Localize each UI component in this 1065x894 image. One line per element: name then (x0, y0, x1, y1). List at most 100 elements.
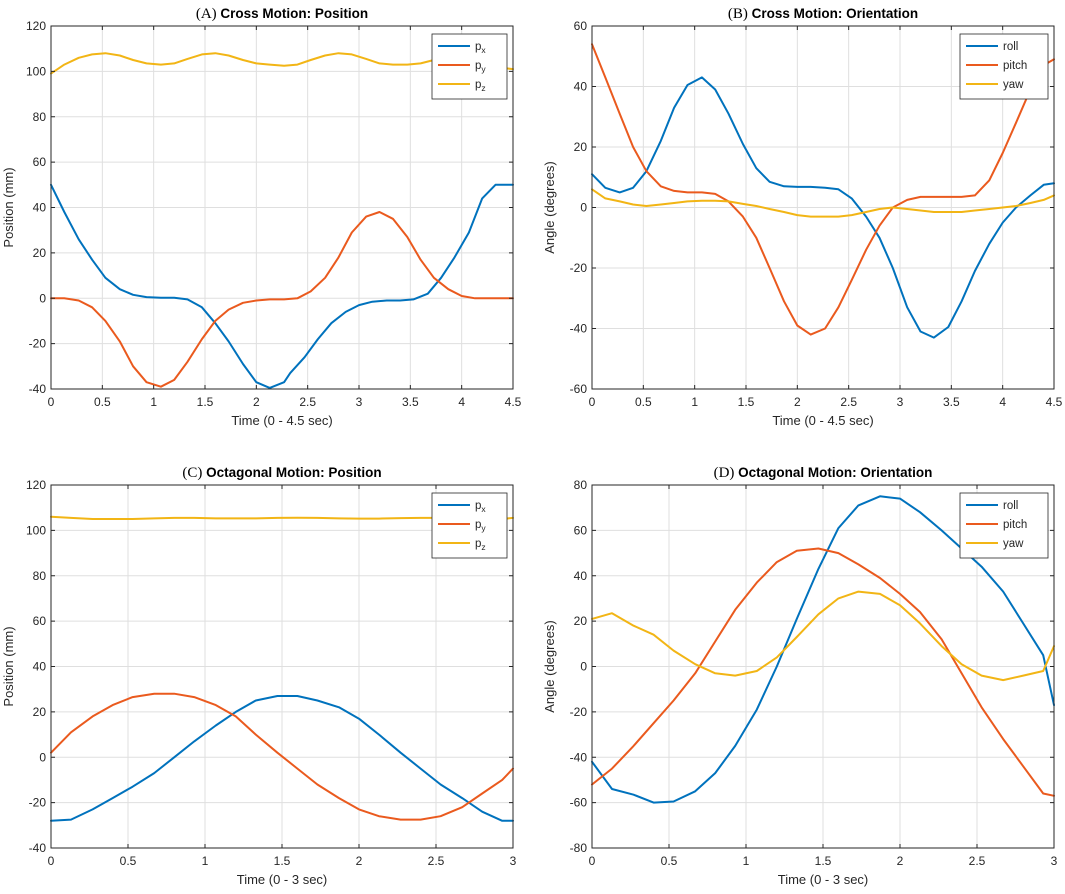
y-axis-label: Position (mm) (1, 626, 16, 706)
y-tick-label: -40 (570, 750, 588, 764)
y-axis-label: Angle (degrees) (542, 620, 557, 713)
x-tick-label: 3 (1051, 854, 1058, 868)
x-tick-label: 2 (897, 854, 904, 868)
chart-title-text: Octagonal Motion: Position (206, 465, 382, 480)
chart-title-prefix: (C) (182, 465, 206, 481)
legend-label: pz (475, 79, 486, 93)
x-tick-label: 2 (794, 395, 801, 409)
y-tick-label: 40 (33, 660, 47, 674)
y-tick-label: 20 (574, 614, 588, 628)
y-tick-label: 100 (26, 523, 46, 537)
x-tick-label: 4 (999, 395, 1006, 409)
series-line-yaw (591, 188, 1055, 218)
y-axis-label: Angle (degrees) (542, 161, 557, 254)
y-tick-label: -40 (29, 841, 47, 855)
x-tick-label: 1.5 (197, 395, 214, 409)
legend-label: px (475, 500, 486, 514)
y-tick-label: -60 (570, 382, 588, 396)
x-tick-label: 0 (48, 395, 55, 409)
legend-label: yaw (1003, 538, 1024, 550)
chart-title-prefix: (A) (196, 6, 221, 22)
chart-title-text: Cross Motion: Orientation (752, 6, 919, 21)
y-tick-label: 20 (33, 246, 47, 260)
y-tick-label: 40 (33, 201, 47, 215)
x-tick-label: 0 (589, 854, 596, 868)
chart-title: (B) Cross Motion: Orientation (728, 6, 918, 22)
legend-box (959, 492, 1049, 559)
legend-box (431, 33, 508, 100)
x-tick-label: 1 (150, 395, 157, 409)
y-tick-label: 20 (33, 705, 47, 719)
y-tick-label: -20 (29, 337, 47, 351)
y-tick-label: 20 (574, 140, 588, 154)
legend-label: roll (1003, 41, 1018, 53)
chart-title: (A) Cross Motion: Position (196, 6, 368, 22)
x-tick-label: 1 (743, 854, 750, 868)
legend: px py pz (431, 33, 508, 100)
y-tick-label: 60 (33, 155, 47, 169)
y-tick-label: 0 (580, 201, 587, 215)
legend-label: pz (475, 538, 486, 552)
legend-label: px (475, 41, 486, 55)
x-tick-label: 3 (356, 395, 363, 409)
y-tick-label: 120 (26, 19, 46, 33)
legend: roll pitch yaw (959, 33, 1049, 100)
chart-title-text: Cross Motion: Position (220, 6, 368, 21)
x-tick-label: 0.5 (635, 395, 652, 409)
series-line-p-x (50, 183, 514, 389)
x-tick-label: 0 (48, 854, 55, 868)
y-tick-label: -60 (570, 796, 588, 810)
series-line-p-y (50, 211, 514, 388)
x-tick-label: 4.5 (505, 395, 522, 409)
y-tick-label: 100 (26, 64, 46, 78)
x-tick-label: 2.5 (969, 854, 986, 868)
chart-panel-1: 0 0.5 1 1.5 2 2.5 3 3.5 4 4.5 -60 -40 -20 0 20 40 60 Time… (542, 6, 1063, 428)
chart-panel-0: 0 0.5 1 1.5 2 2.5 3 3.5 4 4.5 -40 -20 0 20 40 60 80 100 12… (1, 6, 522, 428)
y-tick-label: -40 (29, 382, 47, 396)
legend-label: roll (1003, 500, 1018, 512)
x-tick-label: 2 (253, 395, 260, 409)
legend-label: pitch (1003, 519, 1027, 531)
y-tick-label: 0 (580, 660, 587, 674)
chart-title-prefix: (D) (714, 465, 739, 481)
x-axis-label: Time (0 - 3 sec) (778, 872, 869, 887)
legend-label: yaw (1003, 79, 1024, 91)
series-line-pitch (591, 547, 1055, 797)
x-axis-label: Time (0 - 4.5 sec) (231, 413, 332, 428)
x-tick-label: 4.5 (1046, 395, 1063, 409)
legend-box (431, 492, 508, 559)
x-tick-label: 3 (510, 854, 517, 868)
x-tick-label: 1.5 (274, 854, 291, 868)
y-tick-label: -80 (570, 841, 588, 855)
series-line-p-y (50, 692, 514, 821)
series-line-pitch (591, 43, 1055, 336)
x-tick-label: 0.5 (661, 854, 678, 868)
x-tick-label: 0 (589, 395, 596, 409)
x-axis-label: Time (0 - 3 sec) (237, 872, 328, 887)
y-tick-label: 0 (39, 750, 46, 764)
y-tick-label: 80 (33, 110, 47, 124)
x-tick-label: 3.5 (402, 395, 419, 409)
y-tick-label: 40 (574, 569, 588, 583)
x-tick-label: 1 (691, 395, 698, 409)
x-tick-label: 1.5 (738, 395, 755, 409)
y-tick-label: 0 (39, 291, 46, 305)
x-tick-label: 2.5 (299, 395, 316, 409)
y-tick-label: 80 (33, 569, 47, 583)
legend: px py pz (431, 492, 508, 559)
y-tick-label: 60 (574, 19, 588, 33)
x-tick-label: 1.5 (815, 854, 832, 868)
x-tick-label: 2.5 (428, 854, 445, 868)
chart-title-text: Octagonal Motion: Orientation (738, 465, 932, 480)
x-axis-label: Time (0 - 4.5 sec) (772, 413, 873, 428)
y-tick-label: 60 (574, 523, 588, 537)
legend: roll pitch yaw (959, 492, 1049, 559)
chart-panel-2: 0 0.5 1 1.5 2 2.5 3 -40 -20 0 20 40 60 80 100 120 Time (… (1, 465, 517, 887)
series-line-roll (591, 76, 1055, 339)
y-tick-label: 120 (26, 478, 46, 492)
x-tick-label: 3.5 (943, 395, 960, 409)
y-tick-label: 40 (574, 80, 588, 94)
x-tick-label: 0.5 (94, 395, 111, 409)
chart-title: (D) Octagonal Motion: Orientation (714, 465, 933, 481)
